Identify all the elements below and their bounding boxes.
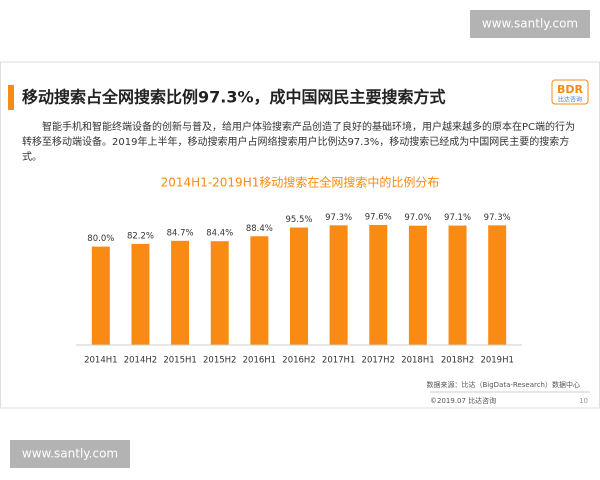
watermark: www.santly.com <box>482 17 578 31</box>
x-tick-label: 2016H2 <box>282 356 315 366</box>
value-label: 97.3% <box>325 213 352 223</box>
copyright: ©2019.07 比达咨询 <box>430 396 496 405</box>
x-tick-label: 2014H2 <box>124 356 157 366</box>
paragraph: 智能手机和智能终端设备的创新与普及，给用户体验搜索产品创造了良好的基础环境，用户… <box>22 122 576 163</box>
bar <box>369 224 388 345</box>
bar <box>329 225 348 345</box>
value-label: 97.3% <box>484 213 511 223</box>
value-label: 95.5% <box>285 215 312 225</box>
value-label: 97.0% <box>404 213 431 223</box>
chart-title: 2014H1-2019H1移动搜索在全网搜索中的比例分布 <box>161 175 440 190</box>
bar <box>290 227 308 345</box>
source: 数据来源：比达（BigData-Research）数据中心 <box>426 380 580 389</box>
bar <box>408 225 427 345</box>
value-label: 84.4% <box>206 229 233 239</box>
x-tick-label: 2017H1 <box>322 356 355 366</box>
logo: BDR <box>557 83 584 96</box>
slide-title: 移动搜索占全网搜索比例97.3%，成中国网民主要搜索方式 <box>22 88 446 107</box>
bar <box>91 246 110 345</box>
value-label: 97.1% <box>444 213 471 223</box>
watermark: www.santly.com <box>22 447 118 461</box>
bar <box>448 225 467 345</box>
value-label: 82.2% <box>127 231 154 241</box>
bar <box>171 240 190 345</box>
value-label: 80.0% <box>87 234 114 244</box>
x-tick-label: 2015H2 <box>203 356 236 366</box>
x-tick-label: 2015H1 <box>163 356 196 366</box>
value-label: 88.4% <box>246 224 273 234</box>
bar <box>488 225 507 345</box>
watermark-box <box>10 440 130 468</box>
bar <box>210 241 229 345</box>
x-tick-label: 2019H1 <box>480 356 513 366</box>
bar <box>131 243 150 345</box>
x-tick-label: 2018H2 <box>441 356 474 366</box>
x-tick-label: 2017H2 <box>362 356 395 366</box>
title-accent <box>8 85 14 110</box>
logo-sub: 比达咨询 <box>558 96 582 104</box>
x-tick-label: 2014H1 <box>84 356 117 366</box>
logo-box <box>551 79 589 105</box>
page-number: 10 <box>579 397 588 405</box>
x-tick-label: 2018H1 <box>401 356 434 366</box>
value-label: 97.6% <box>365 212 392 222</box>
watermark-box <box>470 10 590 38</box>
bar <box>250 236 269 345</box>
value-label: 84.7% <box>167 228 194 238</box>
x-tick-label: 2016H1 <box>243 356 276 366</box>
